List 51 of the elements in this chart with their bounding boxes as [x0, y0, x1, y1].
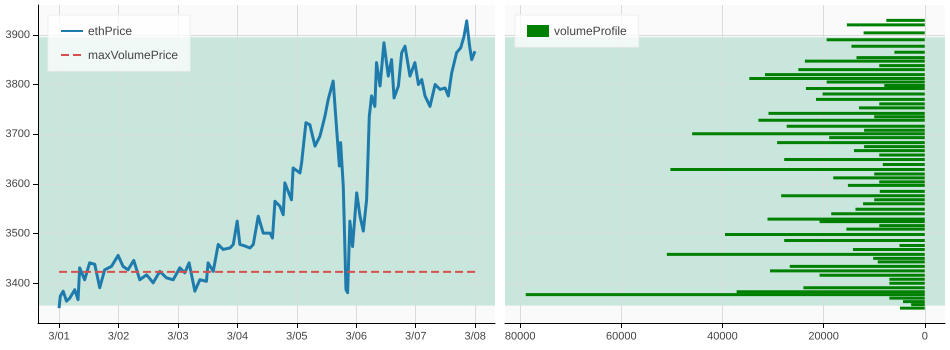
bar — [725, 233, 925, 236]
bar — [798, 68, 925, 72]
x-tick-label: 3/05 — [286, 330, 308, 342]
y-tick-label: 3700 — [6, 128, 30, 140]
x-tick-label: 3/04 — [226, 330, 248, 342]
bar — [848, 184, 925, 187]
bar — [864, 31, 925, 34]
bar — [781, 194, 925, 198]
bar — [692, 132, 925, 136]
bar — [900, 306, 925, 310]
bar — [777, 141, 925, 144]
bar — [526, 293, 925, 296]
bar — [666, 252, 925, 256]
x-tick-label: 0 — [922, 330, 928, 342]
bar — [822, 92, 925, 96]
bar — [768, 112, 925, 115]
legend-label: ethPrice — [88, 24, 132, 38]
y-tick-label: 3800 — [6, 78, 30, 90]
y-tick-label: 3400 — [6, 277, 30, 290]
bar — [859, 106, 925, 110]
bar — [852, 248, 925, 251]
bar — [758, 118, 925, 122]
x-tick-label: 3/02 — [108, 330, 130, 342]
y-tick-label: 3600 — [6, 178, 30, 190]
bar — [826, 38, 925, 42]
x-tick-label: 3/01 — [48, 330, 70, 342]
bar — [786, 124, 925, 128]
y-tick-label: 3500 — [6, 228, 30, 240]
bar — [846, 228, 925, 231]
x-tick-label: 80000 — [504, 330, 536, 342]
bar — [851, 44, 925, 48]
x-tick-label: 3/06 — [346, 330, 367, 342]
x-tick-label: 20000 — [808, 330, 839, 342]
x-tick-label: 40000 — [707, 330, 738, 342]
bar — [882, 162, 925, 166]
bar — [894, 50, 925, 54]
bar — [854, 149, 925, 152]
bar — [863, 202, 925, 206]
x-tick-label: 3/08 — [464, 330, 486, 342]
bar — [846, 23, 925, 26]
bar — [749, 77, 925, 80]
y-tick-label: 3900 — [6, 28, 30, 41]
bar — [804, 60, 925, 63]
legend-label: maxVolumePrice — [88, 48, 178, 62]
bar — [806, 86, 925, 90]
x-tick-label: 3/03 — [167, 330, 189, 342]
bar — [833, 176, 925, 180]
legend-label: volumeProfile — [554, 24, 628, 38]
x-tick-label: 60000 — [606, 330, 637, 342]
bar — [784, 239, 925, 242]
x-tick-label: 3/07 — [405, 330, 426, 342]
